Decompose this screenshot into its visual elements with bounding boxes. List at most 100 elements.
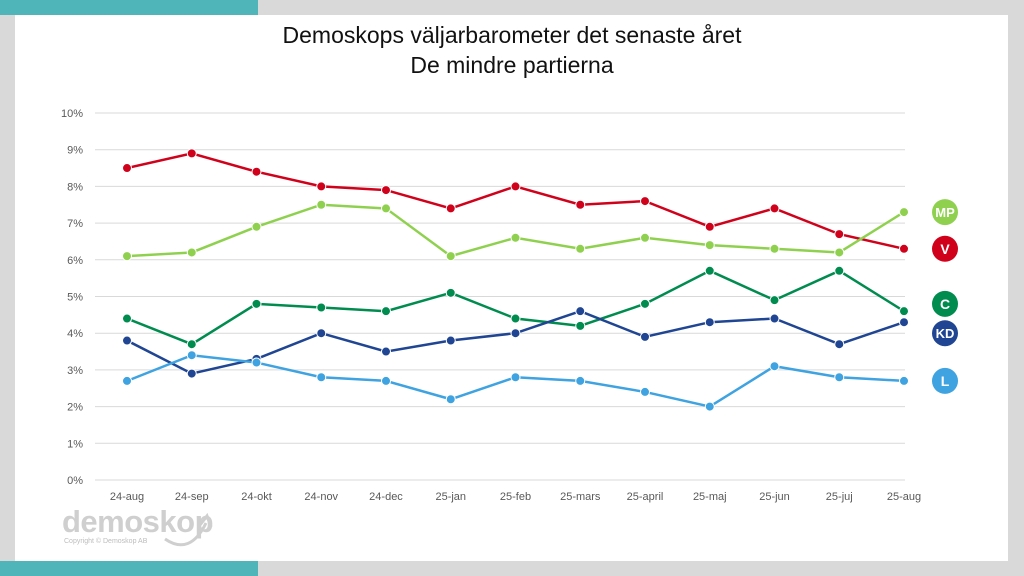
y-tick-label: 10% <box>61 108 83 120</box>
y-tick-label: 3% <box>67 365 83 377</box>
x-tick-label: 24-dec <box>369 491 403 503</box>
data-point-kd <box>575 306 586 317</box>
data-point-mp <box>769 243 780 254</box>
data-point-mp <box>381 203 391 214</box>
data-point-l <box>640 386 650 397</box>
data-point-l <box>445 394 456 405</box>
demoskop-logo: demoskop Copyright © Demoskop AB <box>62 504 214 546</box>
data-point-kd <box>510 328 521 339</box>
data-point-v <box>251 166 262 177</box>
data-point-mp <box>834 247 845 258</box>
x-tick-label: 24-nov <box>304 491 338 503</box>
x-tick-label: 25-feb <box>500 491 531 503</box>
data-point-kd <box>769 313 780 324</box>
y-tick-label: 4% <box>67 328 83 340</box>
y-tick-label: 0% <box>67 475 83 487</box>
data-point-l <box>186 350 197 361</box>
data-point-mp <box>122 251 132 262</box>
data-point-kd <box>445 335 456 346</box>
legend-badge-v <box>932 235 958 262</box>
data-point-l <box>704 401 715 412</box>
x-tick-label: 25-jun <box>759 491 790 503</box>
data-point-v <box>769 203 780 214</box>
x-tick-label: 24-sep <box>175 491 209 503</box>
data-point-mp <box>445 251 456 262</box>
legend-badge-c <box>932 290 958 317</box>
data-point-c <box>445 287 456 298</box>
x-tick-label: 25-maj <box>693 491 727 503</box>
x-tick-label: 24-okt <box>241 491 272 503</box>
y-tick-label: 8% <box>67 181 83 193</box>
chart-subtitle: De mindre partierna <box>410 52 614 78</box>
data-point-l <box>769 361 780 372</box>
data-point-v <box>510 181 521 192</box>
legend-badge-label: L <box>941 373 950 389</box>
data-point-c <box>834 265 845 276</box>
data-point-l <box>122 375 132 386</box>
data-point-c <box>575 320 586 331</box>
data-point-l <box>316 372 327 383</box>
y-tick-label: 2% <box>67 402 83 414</box>
data-point-l <box>251 357 262 368</box>
legend-badge-label: MP <box>935 205 955 220</box>
y-tick-label: 6% <box>67 255 83 267</box>
data-point-v <box>704 221 715 232</box>
logo-wordmark: demoskop <box>62 504 214 539</box>
data-point-v <box>834 229 845 240</box>
legend-badge-kd <box>932 320 958 347</box>
data-point-c <box>640 298 650 309</box>
data-point-l <box>899 375 909 386</box>
x-tick-label: 25-aug <box>887 491 921 503</box>
legend-badge-label: C <box>940 296 950 312</box>
legend-badge-label: V <box>940 241 950 257</box>
data-point-kd <box>122 335 132 346</box>
data-point-kd <box>316 328 327 339</box>
chart-title: Demoskops väljarbarometer det senaste år… <box>282 22 742 48</box>
data-point-kd <box>834 339 845 350</box>
data-point-c <box>769 295 780 306</box>
data-point-l <box>381 375 391 386</box>
data-point-v <box>186 148 197 159</box>
data-point-c <box>316 302 327 313</box>
data-point-kd <box>704 317 715 328</box>
data-point-c <box>381 306 391 317</box>
accent-strip-bottom <box>0 561 258 576</box>
data-point-c <box>510 313 521 324</box>
data-point-kd <box>640 331 650 342</box>
logo-copyright: Copyright © Demoskop AB <box>64 538 148 545</box>
legend-badge-mp <box>932 199 958 226</box>
data-point-mp <box>899 207 909 218</box>
data-point-c <box>251 298 262 309</box>
data-point-kd <box>186 368 197 379</box>
data-point-c <box>704 265 715 276</box>
data-point-c <box>899 306 909 317</box>
data-point-mp <box>640 232 650 243</box>
data-point-v <box>640 196 650 207</box>
y-tick-label: 5% <box>67 292 83 304</box>
y-tick-label: 9% <box>67 145 83 157</box>
data-point-mp <box>510 232 521 243</box>
data-point-mp <box>186 247 197 258</box>
data-point-v <box>575 199 586 210</box>
y-tick-label: 1% <box>67 438 83 450</box>
data-point-l <box>834 372 845 383</box>
data-point-v <box>899 243 909 254</box>
data-point-v <box>445 203 456 214</box>
data-point-v <box>122 163 132 174</box>
data-point-kd <box>899 317 909 328</box>
y-tick-label: 7% <box>67 218 83 230</box>
data-point-kd <box>381 346 391 357</box>
data-point-mp <box>704 240 715 251</box>
legend-badge-l <box>932 367 958 394</box>
chart-title-block: Demoskops väljarbarometer det senaste år… <box>0 20 1024 80</box>
data-point-v <box>381 185 391 196</box>
data-point-mp <box>575 243 586 254</box>
x-tick-label: 25-juj <box>826 491 853 503</box>
x-tick-label: 25-mars <box>560 491 601 503</box>
data-point-l <box>510 372 521 383</box>
slide-card <box>15 15 1008 561</box>
x-tick-label: 25-jan <box>435 491 466 503</box>
data-point-c <box>186 339 197 350</box>
data-point-l <box>575 375 586 386</box>
